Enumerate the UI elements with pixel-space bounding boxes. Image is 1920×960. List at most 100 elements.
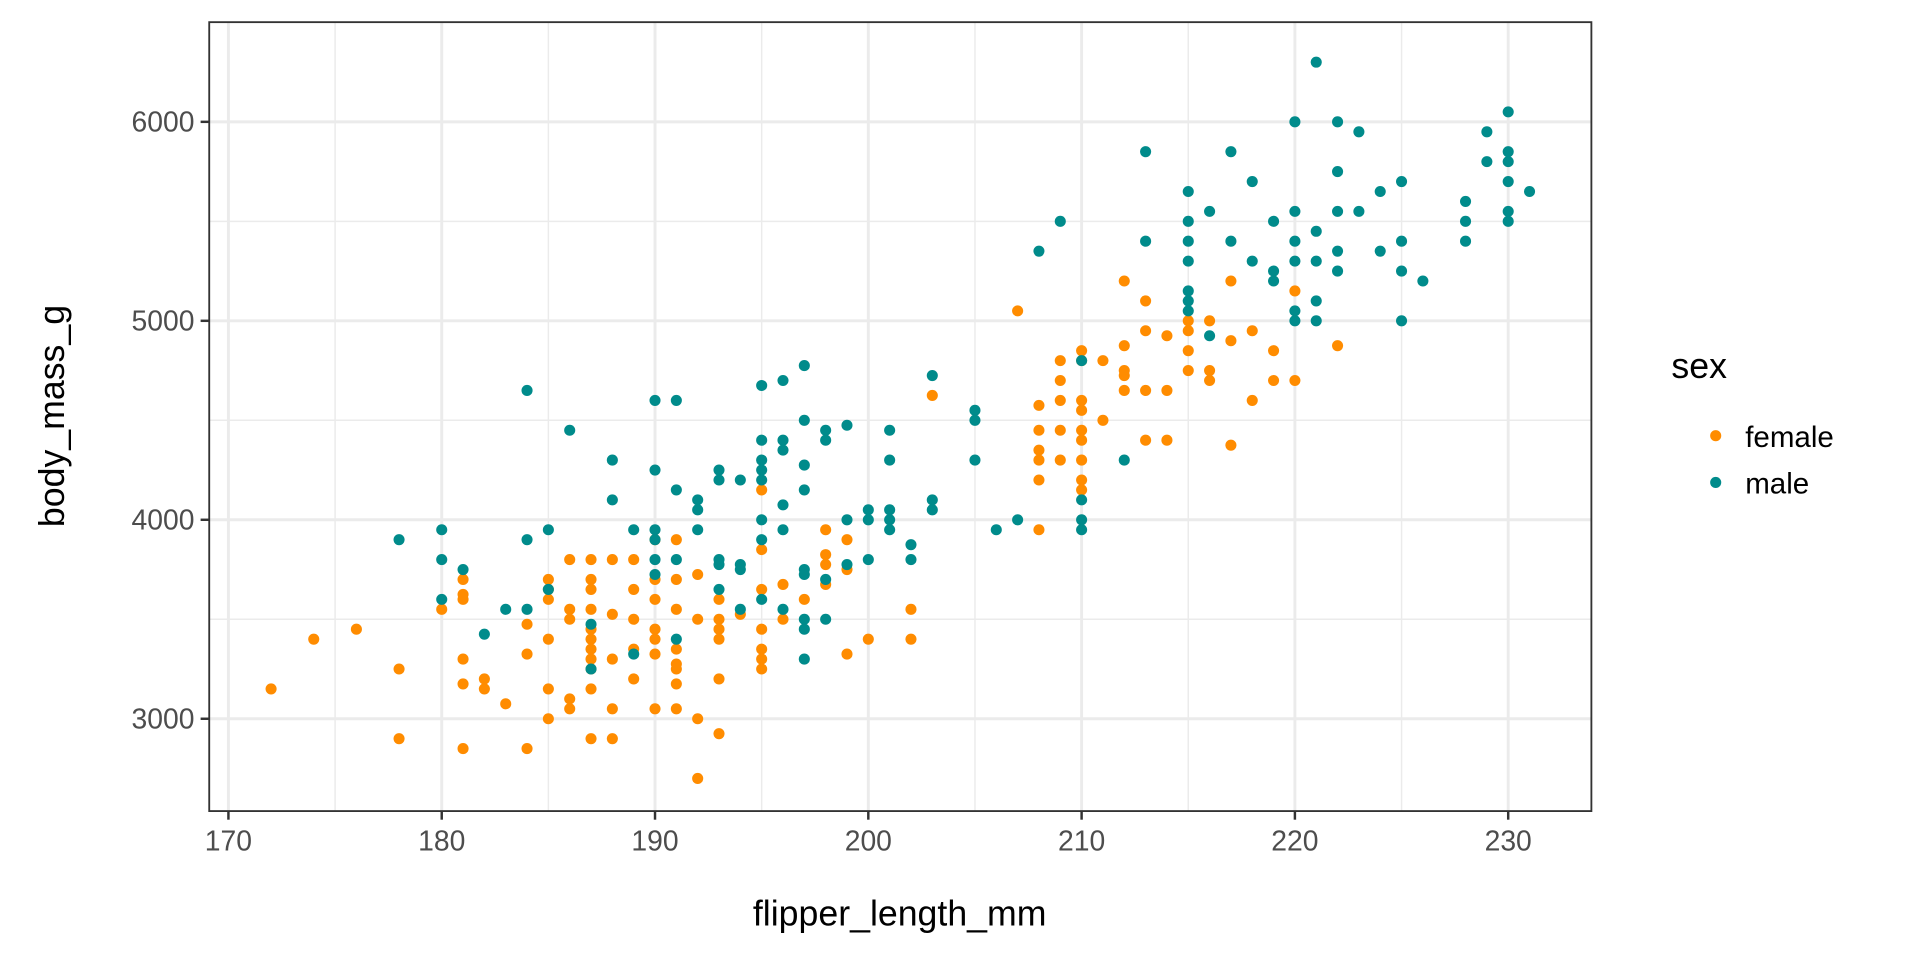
data-point-male — [1182, 285, 1194, 297]
data-point-female — [670, 573, 682, 586]
data-point-male — [798, 623, 810, 635]
data-point-female — [585, 633, 597, 645]
data-point-male — [969, 414, 981, 426]
data-point-female — [436, 603, 448, 615]
legend: sex female male — [1671, 346, 1833, 501]
data-point-female — [478, 673, 490, 685]
data-point-male — [1332, 245, 1344, 257]
data-point-male — [1374, 185, 1386, 198]
data-point-female — [1033, 399, 1045, 411]
data-point-male — [926, 504, 938, 516]
data-points — [265, 56, 1536, 784]
legend-key-female — [1710, 430, 1722, 442]
data-point-female — [606, 554, 618, 566]
data-point-female — [564, 613, 576, 625]
data-point-male — [1268, 275, 1280, 287]
data-point-male — [777, 603, 789, 615]
data-point-male — [1353, 126, 1365, 138]
data-point-male — [1460, 215, 1472, 227]
data-point-female — [628, 673, 640, 685]
data-point-male — [777, 374, 789, 387]
data-point-male — [969, 454, 981, 466]
data-point-female — [585, 603, 597, 615]
data-point-female — [756, 544, 768, 556]
data-point-male — [734, 603, 746, 615]
legend-label-female: female — [1745, 421, 1834, 454]
data-point-female — [820, 549, 832, 561]
data-point-female — [862, 633, 874, 645]
data-point-female — [585, 583, 597, 595]
data-point-female — [1012, 305, 1024, 317]
data-point-female — [628, 583, 640, 595]
data-point-female — [1076, 345, 1088, 357]
data-point-female — [756, 643, 768, 655]
data-point-female — [1182, 365, 1194, 377]
data-point-female — [1118, 275, 1130, 287]
data-point-female — [1097, 414, 1109, 426]
data-point-female — [692, 772, 704, 784]
x-tick-label: 190 — [631, 824, 678, 856]
y-tick-label: 3000 — [132, 703, 195, 735]
data-point-male — [1310, 56, 1322, 68]
data-point-female — [820, 524, 832, 536]
data-point-female — [457, 573, 469, 586]
data-point-male — [756, 593, 768, 605]
data-point-female — [692, 613, 704, 625]
data-point-female — [1204, 365, 1216, 377]
data-point-female — [1054, 355, 1066, 367]
data-point-male — [1054, 215, 1066, 227]
data-point-male — [905, 554, 917, 566]
major-gridlines — [209, 22, 1592, 812]
data-point-male — [798, 484, 810, 496]
data-point-male — [713, 583, 725, 595]
data-point-female — [1140, 434, 1152, 446]
data-point-male — [990, 524, 1002, 536]
data-point-male — [1289, 235, 1301, 247]
data-point-female — [1033, 444, 1045, 456]
data-point-male — [1012, 514, 1024, 526]
data-point-male — [713, 559, 725, 571]
data-point-female — [1118, 340, 1130, 352]
data-point-female — [393, 733, 405, 745]
data-point-male — [692, 494, 704, 506]
data-point-male — [713, 464, 725, 476]
data-point-female — [820, 559, 832, 571]
data-point-female — [1118, 384, 1130, 396]
data-point-female — [1033, 524, 1045, 536]
data-point-female — [670, 703, 682, 715]
data-point-female — [670, 678, 682, 690]
data-point-female — [756, 484, 768, 496]
data-point-male — [692, 504, 704, 516]
data-point-female — [585, 554, 597, 566]
data-point-male — [1182, 295, 1194, 307]
data-point-male — [585, 663, 597, 675]
data-point-female — [1076, 474, 1088, 486]
data-point-female — [926, 389, 938, 401]
data-point-female — [670, 603, 682, 615]
data-point-male — [436, 524, 448, 536]
data-point-female — [1097, 355, 1109, 367]
legend-title: sex — [1671, 346, 1727, 386]
data-point-female — [649, 648, 661, 660]
data-point-male — [926, 369, 938, 382]
data-point-male — [1396, 315, 1408, 327]
data-point-female — [457, 678, 469, 690]
data-point-female — [1054, 424, 1066, 436]
data-point-male — [1396, 265, 1408, 277]
data-point-male — [436, 593, 448, 605]
data-point-female — [521, 743, 533, 755]
data-point-male — [862, 504, 874, 516]
data-point-male — [862, 514, 874, 526]
data-point-male — [521, 603, 533, 615]
data-point-female — [521, 618, 533, 630]
data-point-male — [670, 554, 682, 566]
data-point-female — [1076, 424, 1088, 436]
data-point-male — [1481, 126, 1493, 138]
data-point-female — [585, 643, 597, 655]
data-point-male — [798, 653, 810, 665]
legend-label-male: male — [1745, 468, 1809, 501]
data-point-male — [926, 494, 938, 506]
data-point-male — [1332, 265, 1344, 277]
data-point-female — [606, 703, 618, 715]
data-point-male — [862, 554, 874, 566]
